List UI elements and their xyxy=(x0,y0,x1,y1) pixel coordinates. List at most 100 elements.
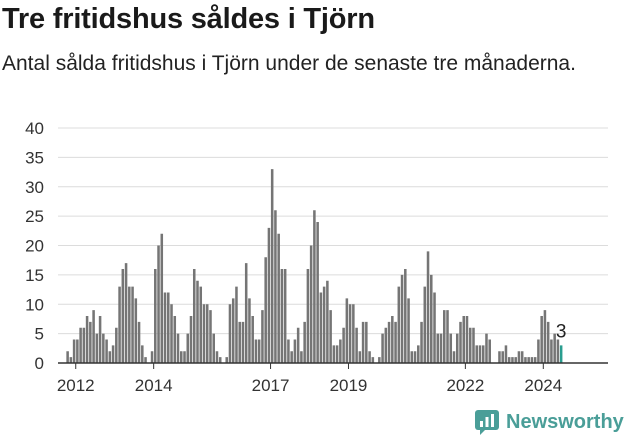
bar xyxy=(274,210,277,363)
bar xyxy=(76,339,79,363)
bar xyxy=(79,327,82,363)
bar xyxy=(543,310,547,363)
bar xyxy=(361,321,365,363)
bar xyxy=(261,310,264,363)
bar xyxy=(72,339,76,363)
bar xyxy=(326,280,329,363)
bar xyxy=(303,321,306,363)
bar xyxy=(69,357,73,363)
x-tick-label: 2014 xyxy=(135,376,173,395)
bar xyxy=(280,269,284,363)
latest-value-label: 3 xyxy=(556,321,567,342)
bar xyxy=(163,292,167,363)
bar xyxy=(212,333,216,363)
bar xyxy=(550,339,553,363)
bar xyxy=(313,210,316,363)
bar xyxy=(394,321,397,363)
bar xyxy=(225,357,228,363)
bar xyxy=(397,286,401,363)
bar xyxy=(134,298,138,363)
bar xyxy=(257,339,261,363)
bar xyxy=(329,310,332,363)
bar xyxy=(248,298,251,363)
bar xyxy=(290,351,293,363)
y-tick-label: 5 xyxy=(35,325,44,344)
bar xyxy=(128,286,131,363)
bar xyxy=(267,227,271,363)
bar xyxy=(527,357,530,363)
bar xyxy=(160,233,164,363)
bar xyxy=(504,345,508,363)
bar xyxy=(511,357,514,363)
y-tick-label: 15 xyxy=(25,266,44,285)
bar xyxy=(339,339,342,363)
bar xyxy=(319,292,323,363)
bar xyxy=(254,339,258,363)
bar xyxy=(417,345,420,363)
y-tick-label: 40 xyxy=(25,119,44,138)
bar xyxy=(283,269,287,363)
bar xyxy=(228,304,232,363)
bar xyxy=(439,333,443,363)
bar xyxy=(348,304,352,363)
bar xyxy=(520,351,524,363)
bar xyxy=(352,304,355,363)
bar xyxy=(442,310,446,363)
bar xyxy=(358,351,362,363)
y-tick-label: 35 xyxy=(25,148,44,167)
bar xyxy=(537,339,540,363)
bar xyxy=(407,298,410,363)
bar xyxy=(137,321,141,363)
bar xyxy=(391,316,394,363)
bar xyxy=(322,286,326,363)
bar xyxy=(141,345,144,363)
bar xyxy=(115,327,118,363)
bar xyxy=(108,351,112,363)
y-tick-label: 25 xyxy=(25,207,44,226)
bar-latest xyxy=(559,345,563,363)
bar xyxy=(365,321,368,363)
bar xyxy=(157,245,160,363)
bar xyxy=(218,357,222,363)
bar xyxy=(89,321,92,363)
bar xyxy=(111,345,115,363)
bar xyxy=(270,169,274,363)
x-tick-label: 2012 xyxy=(57,376,95,395)
bar xyxy=(179,351,183,363)
bar xyxy=(468,327,472,363)
bar xyxy=(251,316,254,363)
bar xyxy=(384,327,388,363)
bar xyxy=(199,286,203,363)
bar xyxy=(306,269,310,363)
bar xyxy=(124,263,128,363)
bar xyxy=(517,351,521,363)
bar xyxy=(413,351,417,363)
bar xyxy=(66,351,69,363)
bar xyxy=(381,333,384,363)
bar xyxy=(540,316,543,363)
bar xyxy=(277,233,280,363)
bar xyxy=(309,245,313,363)
bar xyxy=(150,351,154,363)
bar xyxy=(387,321,391,363)
bar xyxy=(293,339,297,363)
bar xyxy=(196,280,199,363)
bar xyxy=(167,292,170,363)
y-tick-label: 20 xyxy=(25,237,44,256)
bar xyxy=(400,274,404,363)
bar xyxy=(209,310,212,363)
brand-name: Newsworthy xyxy=(506,410,624,433)
bar xyxy=(485,333,488,363)
bar xyxy=(501,351,504,363)
bar xyxy=(316,222,319,363)
bar xyxy=(423,286,427,363)
bar xyxy=(287,339,290,363)
bar xyxy=(300,351,303,363)
bar xyxy=(244,263,248,363)
bar xyxy=(176,333,180,363)
bar xyxy=(475,345,479,363)
bar xyxy=(498,351,501,363)
bar xyxy=(368,351,371,363)
bar xyxy=(462,316,466,363)
bar xyxy=(154,269,157,363)
